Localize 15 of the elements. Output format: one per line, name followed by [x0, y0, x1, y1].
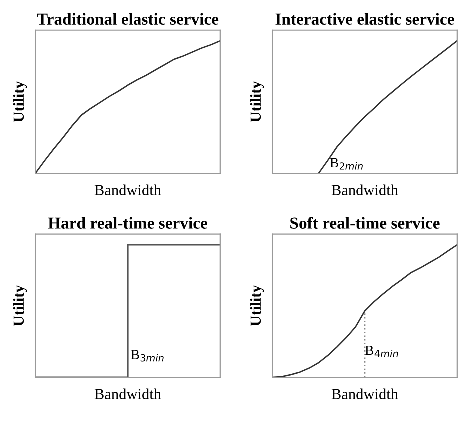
- y-axis-title: Utility: [250, 285, 264, 326]
- y-axis-title: Utility: [13, 81, 28, 122]
- chart-title: Interactive elastic service: [276, 13, 454, 25]
- x-axis-title: Bandwidth: [94, 184, 162, 196]
- chart-title: Traditional elastic service: [37, 13, 219, 25]
- x-axis-title: Bandwidth: [332, 388, 398, 400]
- y-axis-title: Utility: [250, 81, 264, 122]
- y-axis-title: Utility: [13, 285, 28, 326]
- chart-title: Hard real-time service: [48, 217, 208, 229]
- x-axis-title: Bandwidth: [332, 184, 398, 196]
- chart-title: Soft real-time service: [290, 217, 440, 229]
- annotation: B$_{3min}$: [131, 350, 164, 362]
- annotation: B$_{2min}$: [330, 158, 363, 170]
- x-axis-title: Bandwidth: [94, 388, 162, 400]
- annotation: B$_{4min}$: [365, 346, 398, 358]
